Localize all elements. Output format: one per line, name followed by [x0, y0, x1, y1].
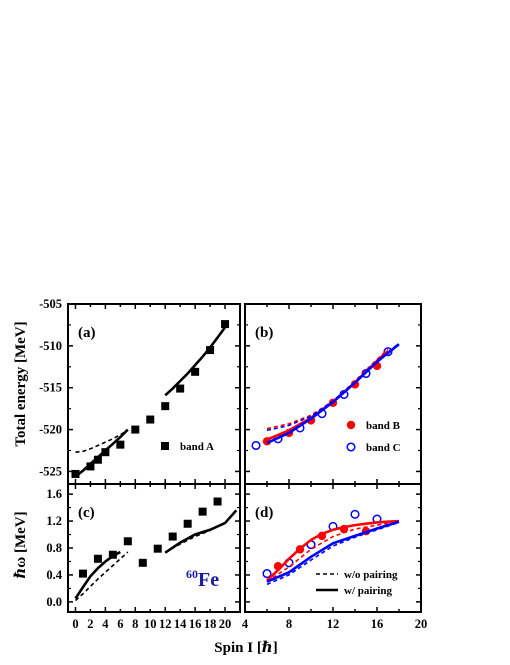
data-point-square	[71, 469, 80, 478]
x-tick-label: 16	[189, 617, 202, 631]
y-tick-label: 0.0	[46, 595, 62, 609]
data-point-square	[206, 346, 215, 355]
x-tick-label: 12	[327, 617, 340, 631]
x-tick-label: 0	[72, 617, 78, 631]
x-tick-label: 2	[87, 617, 93, 631]
data-point-open-circle	[251, 440, 261, 451]
legend-label: band C	[366, 442, 401, 454]
legend-marker-open-circle	[346, 442, 356, 452]
panel-label: (d)	[255, 505, 273, 521]
x-tick-label: 20	[219, 617, 232, 631]
legend-label: w/o pairing	[344, 569, 398, 581]
y-tick-label: -520	[39, 423, 62, 437]
data-point-square	[93, 455, 102, 464]
series-line-dashed	[266, 520, 400, 583]
nucleus-label: 60Fe	[186, 567, 219, 591]
series-line-solid	[74, 428, 129, 478]
data-point-square	[221, 320, 230, 329]
series-line-solid	[266, 520, 400, 583]
panel-label: (c)	[78, 505, 95, 521]
data-point-open-circle	[262, 569, 272, 579]
y-tick-label: 0.4	[46, 568, 62, 582]
x-tick-label: 16	[371, 617, 384, 631]
x-tick-label: 10	[144, 617, 157, 631]
series-line-dashed	[164, 529, 211, 554]
data-point-square	[153, 544, 162, 553]
x-tick-label: 18	[204, 617, 217, 631]
plot-area	[251, 342, 400, 451]
y-tick-label: 1.2	[46, 514, 62, 528]
y-tick-label: -525	[39, 464, 62, 478]
data-point-square	[176, 384, 185, 393]
series-line-dashed	[75, 429, 129, 453]
legend-label: band A	[180, 441, 214, 453]
y-tick-label: -505	[39, 297, 62, 311]
panel-c: 0.0 0.4 0.8 1.2 1.6 0 2 4 6 8 10 12 14 16 18 20 (c)	[46, 483, 241, 631]
nucleus-mass-number: 60	[186, 567, 198, 581]
x-tick-label: 8	[132, 617, 138, 631]
data-point-square	[116, 440, 125, 449]
plot-area	[262, 509, 400, 586]
x-tick-label: 6	[117, 617, 123, 631]
legend-label: w/ pairing	[344, 585, 392, 597]
nucleus-symbol: Fe	[198, 569, 219, 591]
plot-area	[74, 497, 238, 602]
series-line-solid	[74, 550, 121, 600]
data-point-square	[138, 558, 147, 567]
panel-label: (a)	[78, 325, 96, 341]
x-tick-label: 20	[415, 617, 428, 631]
x-tick-label: 12	[159, 617, 172, 631]
series-line-solid	[266, 519, 400, 582]
legend-marker-square	[161, 442, 169, 450]
series-line-dashed	[266, 348, 389, 430]
y-tick-label: 0.8	[46, 541, 62, 555]
x-axis-title: Spin I [ℏ]	[214, 640, 277, 656]
legend-label: band B	[366, 420, 401, 432]
panel-a: -525 -520 -515 -510 -505 (a) band A	[39, 297, 241, 485]
x-tick-label: 8	[286, 617, 292, 631]
series-line-dashed	[74, 551, 129, 602]
data-point-square	[78, 569, 87, 578]
data-point-square	[93, 554, 102, 563]
series-line-dashed	[266, 342, 400, 432]
legend-marker-filled-circle	[346, 420, 356, 430]
series-line-solid	[164, 509, 238, 554]
y-axis-title-bottom: ℏω [MeV]	[13, 511, 29, 578]
data-point-square	[161, 402, 170, 411]
data-point-square	[146, 415, 155, 424]
panel-d: 4 8 12 16 20 (d) w/o pairing w/ pairing	[242, 483, 428, 631]
data-point-square	[213, 497, 222, 506]
data-point-square	[191, 367, 200, 376]
y-tick-label: -510	[39, 339, 62, 353]
data-point-square	[168, 532, 177, 541]
data-point-square	[123, 537, 132, 546]
x-tick-label: 14	[174, 617, 187, 631]
plot-frame	[244, 483, 422, 613]
panel-label: (b)	[255, 325, 273, 341]
data-point-square	[183, 519, 192, 528]
data-point-square	[86, 462, 95, 471]
y-tick-label: 1.6	[46, 487, 62, 501]
data-point-square	[198, 507, 207, 516]
plot-area	[71, 320, 230, 478]
y-tick-label: -515	[39, 381, 62, 395]
series-line-solid	[164, 326, 227, 397]
panel-b: (b) band B band C	[244, 303, 422, 485]
x-tick-label: 4	[102, 617, 109, 631]
series-line-dashed	[266, 521, 400, 586]
data-point-open-circle	[350, 509, 360, 519]
x-tick-label: 4	[242, 617, 249, 631]
y-axis-title-top: Total energy [MeV]	[13, 321, 29, 446]
data-point-square	[131, 425, 140, 434]
